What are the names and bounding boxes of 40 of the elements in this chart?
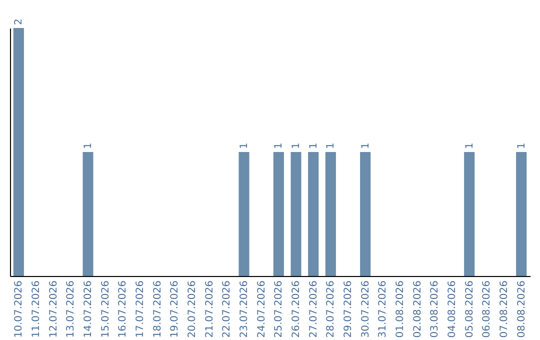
x-tick-label: 22.07.2026: [222, 280, 233, 338]
data-label: 1: [464, 142, 476, 149]
x-tick-label: 05.08.2026: [464, 280, 476, 338]
x-tick-label: 28.07.2026: [326, 280, 337, 338]
data-label: 1: [360, 142, 372, 149]
x-tick-label: 17.07.2026: [135, 280, 146, 338]
x-tick-label: 24.07.2026: [256, 280, 268, 338]
data-label: 1: [516, 142, 528, 149]
data-label: 1: [291, 142, 302, 149]
x-tick-label: 01.08.2026: [395, 280, 406, 338]
x-tick-label: 10.07.2026: [14, 280, 25, 338]
x-tick-label: 30.07.2026: [360, 280, 372, 338]
x-tick-label: 21.07.2026: [204, 280, 216, 338]
x-tick-label: 12.07.2026: [48, 280, 60, 338]
x-tick-label: 25.07.2026: [274, 280, 285, 338]
data-label: 2: [14, 18, 25, 25]
x-tick-label: 29.07.2026: [343, 280, 354, 338]
x-tick-label: 16.07.2026: [118, 280, 129, 338]
x-tick-label: 23.07.2026: [239, 280, 250, 338]
x-tick-label: 06.08.2026: [482, 280, 493, 338]
x-tick-label: 18.07.2026: [152, 280, 164, 338]
x-tick-label: 11.07.2026: [31, 280, 42, 338]
x-tick-label: 07.08.2026: [499, 280, 510, 338]
x-tick-label: 04.08.2026: [447, 280, 458, 338]
x-tick-label: 13.07.2026: [66, 280, 77, 338]
x-tick-label: 31.07.2026: [378, 280, 389, 338]
data-label: 1: [274, 142, 285, 149]
data-label: 1: [308, 142, 320, 149]
data-label: 1: [83, 142, 94, 149]
x-tick-label: 14.07.2026: [83, 280, 94, 338]
x-tick-label: 02.08.2026: [412, 280, 424, 338]
x-tick-label: 19.07.2026: [170, 280, 181, 338]
x-tick-label: 26.07.2026: [291, 280, 302, 338]
x-tick-label: 08.08.2026: [516, 280, 528, 338]
data-label: 1: [239, 142, 250, 149]
x-tick-label: 15.07.2026: [100, 280, 112, 338]
data-label: 1: [326, 142, 337, 149]
x-tick-label: 27.07.2026: [308, 280, 320, 338]
x-tick-label: 20.07.2026: [187, 280, 198, 338]
x-tick-label: 03.08.2026: [430, 280, 441, 338]
